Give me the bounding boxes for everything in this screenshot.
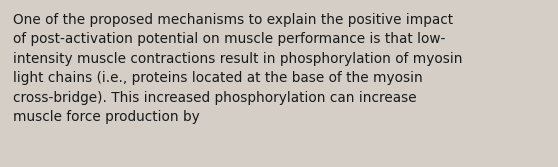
Text: One of the proposed mechanisms to explain the positive impact
of post-activation: One of the proposed mechanisms to explai… — [13, 13, 463, 125]
